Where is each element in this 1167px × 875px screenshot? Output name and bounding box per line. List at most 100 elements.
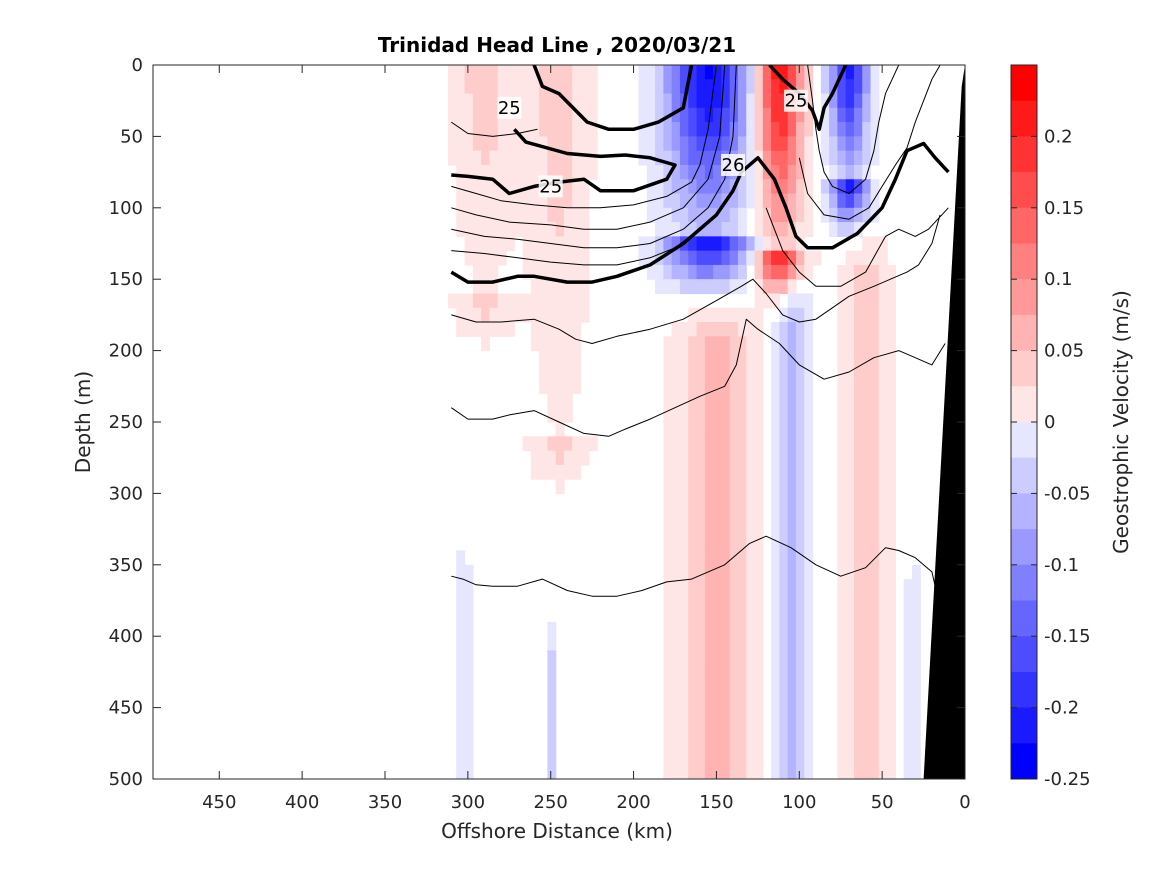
velocity-cell (754, 621, 764, 637)
velocity-cell (563, 350, 573, 366)
velocity-cell (746, 393, 756, 409)
velocity-cell (878, 422, 888, 437)
velocity-cell (721, 636, 731, 652)
velocity-cell (539, 379, 548, 395)
velocity-cell (696, 621, 706, 637)
velocity-cell (878, 450, 888, 466)
velocity-cell (845, 407, 855, 423)
velocity-cell (481, 322, 490, 337)
velocity-cell (505, 193, 515, 209)
velocity-cell (547, 222, 557, 237)
velocity-cell (688, 250, 698, 266)
velocity-cell (829, 79, 838, 95)
velocity-cell (729, 736, 739, 752)
velocity-cell (679, 521, 689, 537)
velocity-cell (572, 264, 582, 280)
velocity-cell (779, 436, 789, 452)
velocity-cell (771, 93, 780, 109)
velocity-cell (530, 79, 540, 95)
velocity-cell (671, 579, 681, 594)
velocity-cell (696, 336, 706, 352)
velocity-cell (779, 550, 789, 566)
velocity-cell (671, 521, 681, 537)
velocity-cell (456, 107, 466, 123)
velocity-cell (862, 65, 872, 80)
velocity-cell (887, 679, 896, 694)
velocity-cell (862, 236, 872, 252)
velocity-cell (456, 607, 466, 623)
velocity-cell (853, 79, 863, 95)
velocity-cell (853, 422, 863, 437)
velocity-cell (688, 607, 698, 623)
velocity-cell (762, 93, 772, 109)
velocity-cell (704, 536, 714, 552)
velocity-cell (754, 464, 764, 480)
x-tick-label: 150 (699, 792, 733, 813)
velocity-cell (729, 193, 739, 209)
velocity-cell (522, 307, 532, 323)
velocity-cell (704, 436, 714, 452)
velocity-cell (539, 450, 548, 466)
velocity-cell (704, 264, 714, 280)
velocity-cell (795, 264, 805, 280)
velocity-cell (489, 222, 499, 237)
velocity-cell (688, 679, 698, 694)
velocity-cell (497, 150, 507, 166)
velocity-cell (787, 679, 797, 694)
y-tick-label: 50 (120, 126, 143, 147)
velocity-cell (787, 707, 797, 723)
velocity-cell (845, 693, 855, 709)
velocity-cell (837, 179, 847, 195)
velocity-cell (845, 179, 855, 195)
velocity-cell (737, 364, 747, 380)
velocity-cell (878, 393, 888, 409)
velocity-cell (853, 650, 863, 666)
velocity-cell (530, 150, 540, 166)
velocity-cell (646, 93, 656, 109)
velocity-cell (870, 422, 880, 437)
velocity-cell (878, 764, 888, 779)
velocity-cell (671, 507, 681, 523)
velocity-cell (679, 507, 689, 523)
velocity-cell (679, 607, 689, 623)
velocity-cell (737, 65, 747, 80)
velocity-cell (737, 750, 747, 766)
velocity-cell (688, 536, 698, 552)
velocity-cell (522, 150, 532, 166)
velocity-cell (456, 564, 466, 580)
velocity-cell (646, 236, 656, 252)
velocity-cell (729, 464, 739, 480)
velocity-cell (737, 336, 747, 352)
velocity-cell (837, 136, 847, 152)
velocity-cell (696, 322, 706, 337)
velocity-cell (787, 422, 797, 437)
velocity-cell (754, 750, 764, 766)
velocity-cell (804, 136, 814, 152)
velocity-cell (472, 164, 482, 180)
velocity-cell (795, 136, 805, 152)
velocity-cell (853, 179, 863, 195)
velocity-cell (746, 550, 756, 566)
velocity-cell (563, 450, 573, 466)
velocity-cell (779, 707, 789, 723)
x-tick-label: 450 (202, 792, 236, 813)
velocity-cell (505, 150, 515, 166)
velocity-cell (729, 136, 739, 152)
velocity-cell (721, 707, 731, 723)
velocity-cell (837, 79, 847, 95)
velocity-cell (804, 293, 814, 309)
velocity-cell (530, 464, 540, 480)
velocity-cell (663, 136, 673, 152)
velocity-cell (580, 450, 590, 466)
velocity-cell (845, 364, 855, 380)
colorbar-tick-label: 0.15 (1044, 198, 1084, 219)
velocity-cell (903, 693, 913, 709)
velocity-cell (771, 193, 780, 209)
velocity-cell (464, 122, 474, 137)
velocity-cell (779, 364, 789, 380)
velocity-cell (547, 407, 557, 423)
velocity-cell (721, 207, 731, 223)
velocity-cell (862, 464, 872, 480)
velocity-cell (721, 364, 731, 380)
